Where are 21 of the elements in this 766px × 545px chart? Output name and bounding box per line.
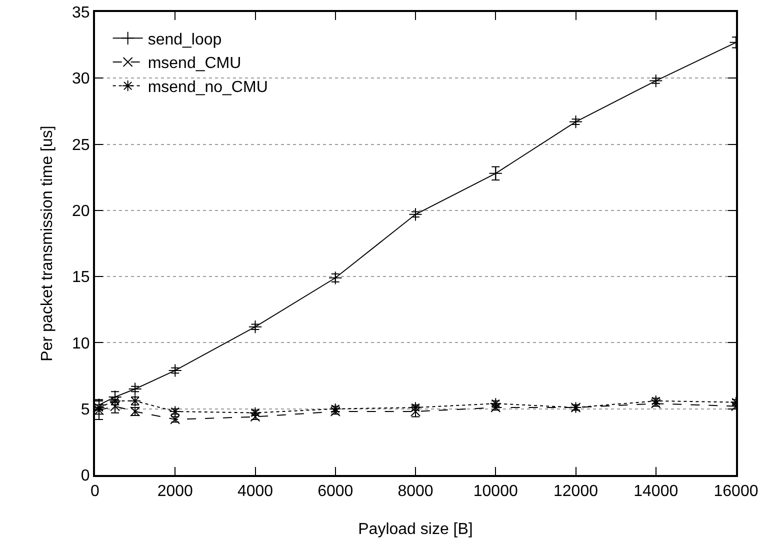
x-tick-label: 14000 [634,483,678,500]
x-axis-title: Payload size [B] [358,521,473,538]
y-tick-label: 35 [72,4,90,22]
legend-label: msend_no_CMU [148,79,268,96]
x-tick-label: 6000 [318,483,354,500]
legend-label: msend_CMU [148,55,242,72]
y-axis-title: Per packet transmission time [us] [39,126,56,362]
x-tick-label: 16000 [714,483,758,500]
x-tick-label: 4000 [237,483,274,500]
legend-label: send_loop [148,31,222,48]
x-tick-label: 8000 [398,483,434,500]
y-tick-label: 10 [72,335,90,352]
x-tick-label: 2000 [157,483,194,500]
x-tick-label: 12000 [554,483,598,500]
y-tick-label: 30 [72,70,90,88]
y-tick-label: 0 [80,468,90,485]
y-tick-label: 5 [80,401,90,418]
y-tick-label: 25 [72,136,90,154]
y-tick-label: 15 [72,269,90,286]
x-tick-label: 10000 [473,483,518,500]
y-tick-label: 20 [72,203,90,220]
